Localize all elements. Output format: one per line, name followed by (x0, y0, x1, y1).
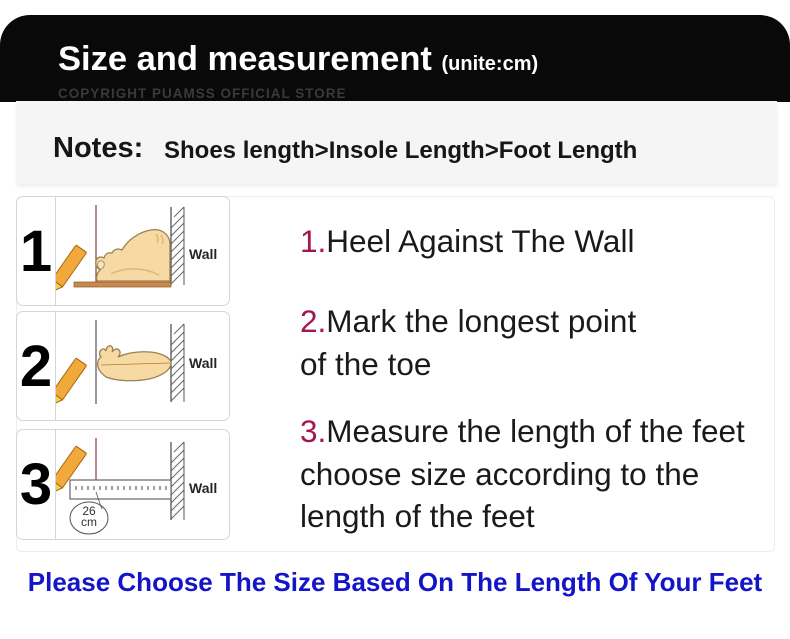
svg-text:Wall: Wall (189, 480, 217, 496)
svg-text:Wall: Wall (189, 246, 217, 262)
svg-text:Wall: Wall (189, 355, 217, 371)
svg-text:cm: cm (81, 515, 97, 529)
